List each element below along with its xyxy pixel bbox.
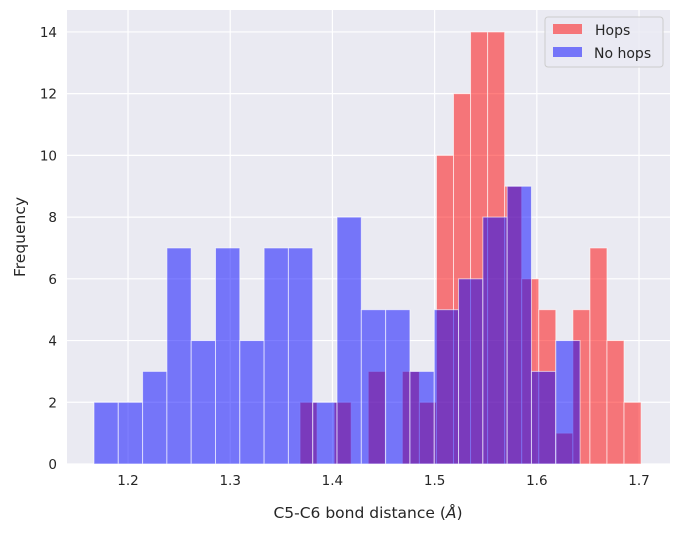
no-hops-bar xyxy=(190,340,217,465)
no-hops-bar xyxy=(215,247,241,465)
y-tick-label: 2 xyxy=(48,395,57,411)
y-tick-label: 4 xyxy=(48,334,57,350)
no-hops-bar xyxy=(506,185,532,465)
x-tick-label: 1.6 xyxy=(526,473,547,489)
no-hops-bar xyxy=(166,247,192,465)
no-hops-bar xyxy=(555,340,581,465)
y-axis-label: Frequency xyxy=(11,197,29,277)
hops-bar xyxy=(623,401,642,465)
legend-swatch-no-hops xyxy=(553,47,582,57)
legend-label-no-hops: No hops xyxy=(594,46,651,62)
no-hops-bar xyxy=(93,401,119,465)
no-hops-bar xyxy=(360,309,387,465)
y-tick-label: 14 xyxy=(40,25,57,41)
x-tick-label: 1.5 xyxy=(424,473,445,489)
bars xyxy=(93,31,642,465)
x-tick-label: 1.4 xyxy=(322,473,343,489)
legend-swatch-hops xyxy=(553,24,582,34)
x-tick-label: 1.2 xyxy=(117,473,138,489)
x-tick-label: 1.7 xyxy=(628,473,649,489)
no-hops-bar xyxy=(142,370,168,465)
x-tick-labels: 1.2 1.3 1.4 1.5 1.6 1.7 xyxy=(117,473,650,489)
y-tick-label: 6 xyxy=(48,272,57,288)
legend-label-hops: Hops xyxy=(595,23,630,39)
legend: Hops No hops xyxy=(544,16,664,68)
y-tick-label: 0 xyxy=(48,457,57,473)
no-hops-bar xyxy=(530,370,557,465)
no-hops-bar xyxy=(433,309,460,465)
no-hops-bar xyxy=(239,340,265,465)
no-hops-bar xyxy=(336,216,362,465)
no-hops-bar xyxy=(312,401,338,465)
no-hops-bar xyxy=(287,247,314,465)
no-hops-bar xyxy=(263,247,289,465)
no-hops-bar xyxy=(117,401,144,465)
hops-bar xyxy=(606,340,625,465)
hops-bar xyxy=(589,247,608,465)
y-tick-labels: 0 2 4 6 8 10 12 14 xyxy=(40,25,57,473)
no-hops-bar xyxy=(482,216,508,465)
y-tick-label: 12 xyxy=(40,87,57,103)
no-hops-bar xyxy=(458,278,484,465)
x-tick-label: 1.3 xyxy=(219,473,240,489)
y-tick-label: 8 xyxy=(48,210,57,226)
y-tick-label: 10 xyxy=(40,148,57,164)
no-hops-bar xyxy=(385,309,411,465)
x-axis-label: C5-C6 bond distance (Å) xyxy=(273,503,462,522)
no-hops-bar xyxy=(409,370,435,465)
